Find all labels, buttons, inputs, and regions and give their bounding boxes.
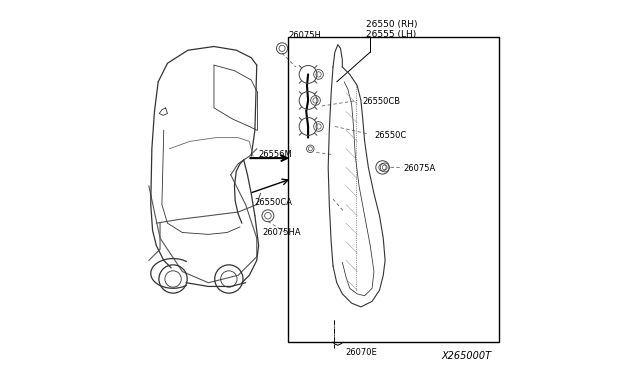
- Text: 26550 (RH): 26550 (RH): [367, 20, 418, 29]
- Text: 26555 (LH): 26555 (LH): [367, 30, 417, 39]
- Text: 26075HA: 26075HA: [262, 228, 301, 237]
- Text: 26070E: 26070E: [346, 348, 377, 357]
- Text: 26550CB: 26550CB: [363, 97, 401, 106]
- Text: 26550CA: 26550CA: [254, 198, 292, 207]
- Text: 26556M: 26556M: [259, 150, 292, 159]
- Text: 26075H: 26075H: [288, 31, 321, 40]
- Text: 26550C: 26550C: [374, 131, 406, 140]
- Text: 26075A: 26075A: [404, 164, 436, 173]
- Text: X265000T: X265000T: [442, 352, 492, 361]
- Bar: [289, 37, 499, 342]
